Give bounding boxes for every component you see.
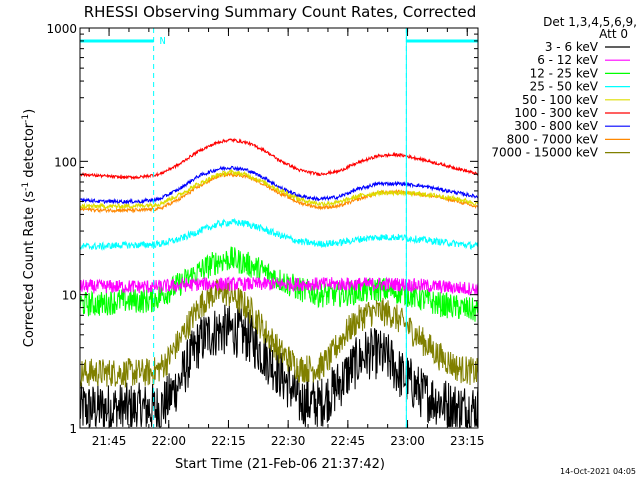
- legend-header-line-2: Att 0: [599, 27, 628, 41]
- legend-label-5: 100 - 300 keV: [514, 106, 598, 120]
- x-tick-label-5: 23:00: [390, 434, 425, 448]
- y-tick-label-0: 1: [69, 422, 77, 436]
- y-axis-label-main: Corrected Count Rate (s: [22, 191, 37, 348]
- y-axis-label-exponent-1: -1: [21, 182, 31, 191]
- y-tick-label-3: 1000: [46, 22, 77, 36]
- legend-label-4: 50 - 100 keV: [522, 93, 599, 107]
- series-line-12-25-kev: [79, 246, 479, 322]
- x-tick-label-4: 22:45: [331, 434, 366, 448]
- x-tick-label-0: 21:45: [92, 434, 127, 448]
- chart-title: RHESSI Observing Summary Count Rates, Co…: [84, 3, 477, 21]
- legend-label-3: 25 - 50 keV: [530, 80, 599, 94]
- x-tick-label-3: 22:30: [271, 434, 306, 448]
- y-axis-label-end: ): [22, 109, 37, 114]
- y-axis-label: Corrected Count Rate (s-1 detector-1): [21, 109, 37, 347]
- legend-label-1: 6 - 12 keV: [537, 53, 599, 67]
- x-tick-label-2: 22:15: [211, 434, 246, 448]
- plot-frame: [79, 27, 479, 429]
- y-tick-label-1: 10: [62, 289, 77, 303]
- y-tick-label-2: 100: [54, 155, 77, 169]
- x-tick-label-1: 22:00: [151, 434, 186, 448]
- series-line-100-300-kev: [79, 137, 479, 181]
- legend-label-6: 300 - 800 keV: [514, 119, 598, 133]
- legend-header-line-1: Det 1,3,4,5,6,9,: [543, 15, 637, 29]
- series-line-25-50-kev: [79, 217, 479, 251]
- y-axis-label-exponent-2: -1: [21, 114, 31, 123]
- series-line-7000-15000-kev: [79, 278, 479, 389]
- night-label: N: [160, 36, 166, 47]
- axis-ticks: 1 10 100 1000 21:45 22:00 22:15 22:30 22:45 23:00…: [46, 22, 484, 448]
- legend-label-2: 12 - 25 keV: [530, 66, 599, 80]
- timestamp: 14-Oct-2021 04:05: [560, 467, 636, 476]
- series-line-300-800-kev: [79, 165, 479, 205]
- legend-label-0: 3 - 6 keV: [545, 40, 599, 54]
- series-line-6-12-kev: [79, 275, 479, 296]
- series-line-50-100-kev: [79, 169, 478, 210]
- y-axis-label-middle: detector: [22, 122, 37, 182]
- x-axis-label: Start Time (21-Feb-06 21:37:42): [175, 457, 385, 472]
- legend-label-8: 7000 - 15000 keV: [491, 146, 598, 160]
- x-tick-label-6: 23:15: [450, 434, 485, 448]
- legend-label-7: 800 - 7000 keV: [507, 132, 599, 146]
